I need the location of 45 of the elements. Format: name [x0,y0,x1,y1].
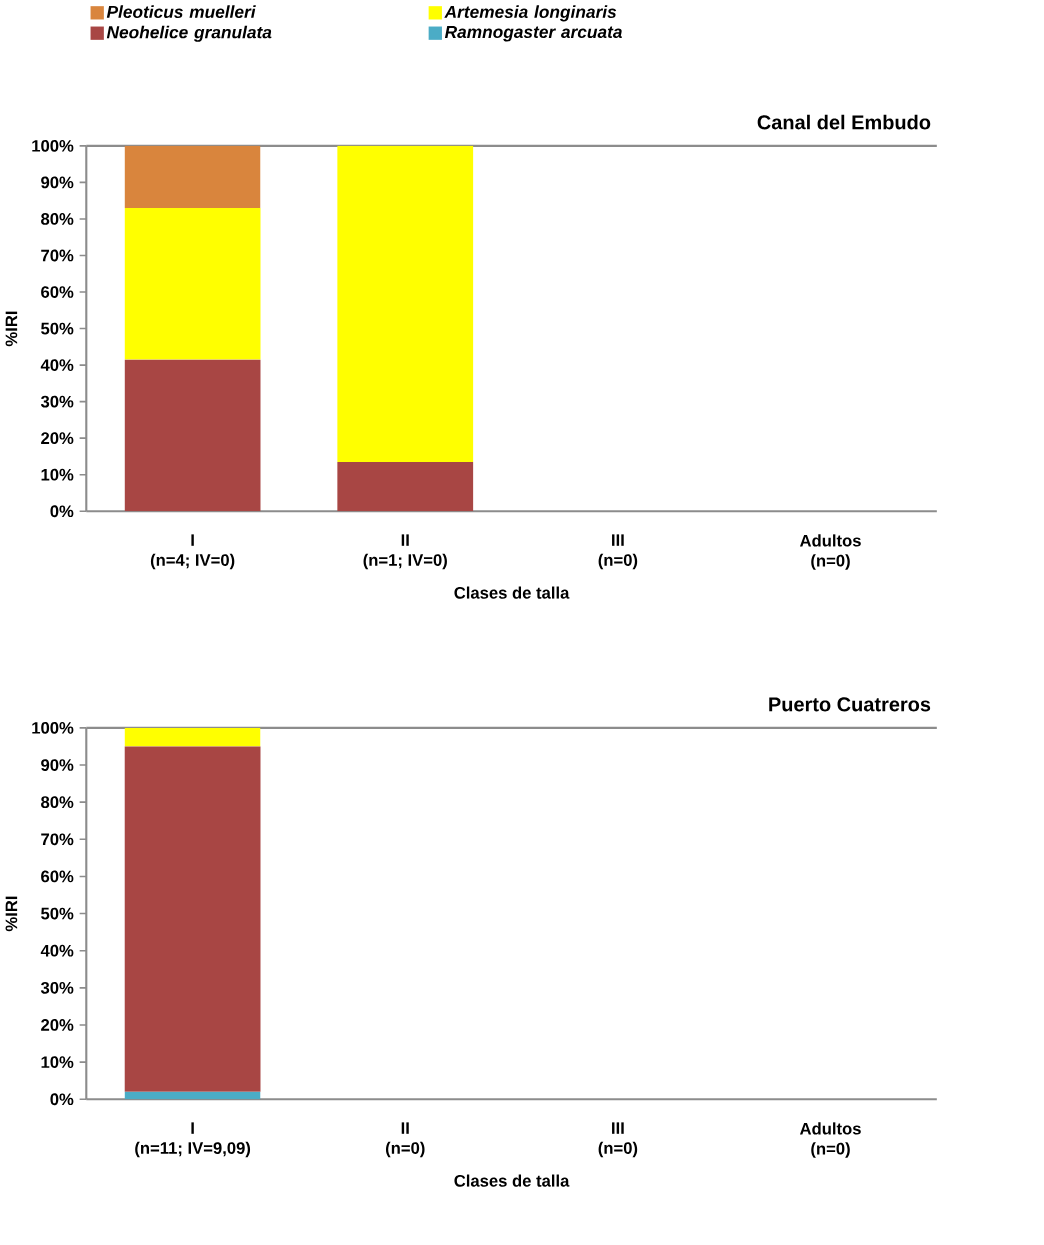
bar [124,359,261,512]
legend-label: Neohelice granulata [106,25,272,42]
bar [124,207,261,360]
y-tick-label: 10% [41,468,74,481]
bar [337,145,474,462]
y-tick-label: 60% [41,286,74,298]
x-tick-label: II (n=0) [385,1122,425,1158]
y-tick-label: 100% [32,139,74,152]
chart-title: Canal del Embudo [757,114,931,130]
y-tick-label: 70% [41,833,74,846]
x-tick-label: II (n=1; IV=0) [363,534,447,570]
legend-label: Artemesia longinaris [444,5,617,22]
y-tick-label: 80% [40,796,74,809]
chart-title: Puerto Cuatreros [769,697,931,712]
y-tick-label: 100% [32,722,74,734]
y-tick-label: 90% [41,176,74,189]
y-tick-label: 30% [40,981,74,994]
x-tick-label: I (n=11; IV=9,09) [135,1122,250,1158]
y-tick-label: 40% [40,359,74,371]
x-axis-title: Clases de talla [454,1174,570,1187]
x-tick-label: I (n=4; IV=0) [150,534,235,570]
y-tick-label: 10% [41,1056,74,1068]
y-tick-label: 70% [41,249,74,262]
legend-label: Ramnogaster arcuata [444,25,622,42]
x-tick-label: III (n=0) [598,1122,638,1158]
x-tick-label: Adultos (n=0) [799,534,861,570]
y-tick-label: 50% [40,322,74,335]
y-tick-label: 60% [41,870,74,883]
y-axis-title: %IRI [5,896,18,932]
legend-label: Pleoticus muelleri [106,5,256,19]
bar [337,461,474,512]
x-tick-label: Adultos (n=0) [799,1122,861,1158]
x-tick-label: III (n=0) [598,534,638,570]
y-tick-label: 40% [40,944,74,957]
y-tick-label: 20% [41,1019,74,1031]
y-tick-label: 50% [40,907,74,920]
y-axis-title: %IRI [5,311,18,347]
y-tick-label: 80% [40,213,74,225]
y-tick-label: 0% [50,505,74,518]
x-axis-title: Clases de talla [454,586,570,599]
y-tick-label: 0% [50,1093,74,1106]
y-tick-label: 90% [41,759,74,771]
bar [124,145,261,208]
y-tick-label: 20% [41,432,74,445]
y-tick-label: 30% [40,395,74,408]
